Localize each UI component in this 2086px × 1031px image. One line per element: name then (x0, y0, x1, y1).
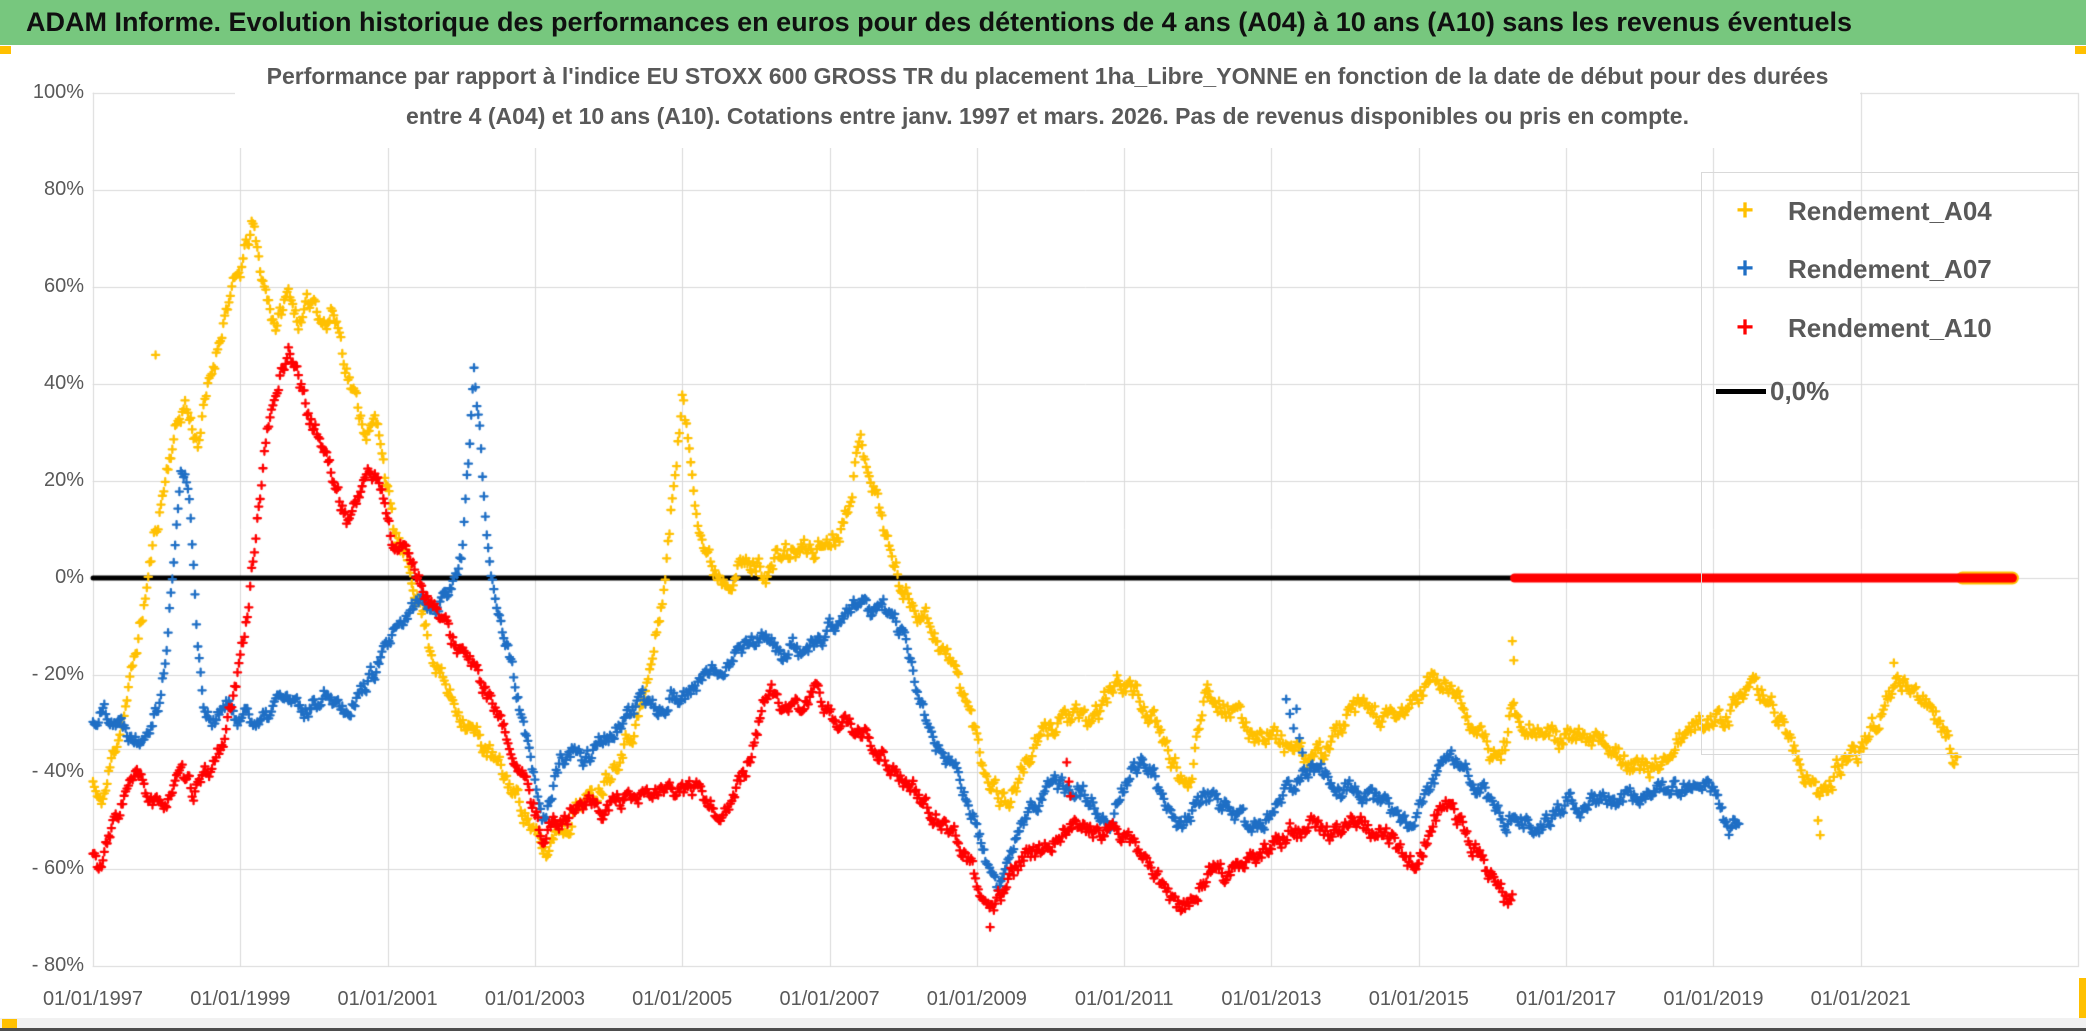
window-bottom-edge (0, 1028, 2086, 1031)
y-tick-label: 100% (32, 81, 84, 103)
y-tick-label: - 60% (31, 857, 84, 879)
x-tick-label: 01/01/2003 (484, 988, 585, 1010)
y-tick-label: 0% (55, 566, 84, 588)
y-tick-label: - 40% (31, 760, 84, 782)
x-tick-label: 01/01/2021 (1810, 988, 1911, 1010)
legend-label: Rendement_A10 (1788, 312, 1992, 343)
plus-marker-icon: + (1736, 311, 1754, 344)
plus-marker-icon: + (1736, 194, 1754, 227)
plus-marker-icon: + (1736, 252, 1754, 285)
y-tick-label: 40% (43, 372, 84, 394)
legend-label: Rendement_A07 (1788, 253, 1992, 284)
x-tick-label: 01/01/2019 (1663, 988, 1764, 1010)
y-tick-label: - 20% (31, 663, 84, 685)
x-tick-label: 01/01/2015 (1368, 988, 1469, 1010)
legend-label: Rendement_A04 (1788, 195, 1992, 226)
y-tick-label: 60% (43, 275, 84, 297)
chart-legend: + Rendement_A04 + Rendement_A07 + Rendem… (1701, 172, 2079, 755)
chart-subtitle-line2: entre 4 (A04) et 10 ans (A10). Cotations… (406, 103, 1689, 129)
x-tick-label: 01/01/2009 (926, 988, 1027, 1010)
x-tick-label: 01/01/2017 (1516, 988, 1617, 1010)
chart-subtitle-line1: Performance par rapport à l'indice EU ST… (266, 63, 1829, 89)
x-tick-label: 01/01/2005 (632, 988, 733, 1010)
x-tick-label: 01/01/2013 (1221, 988, 1322, 1010)
x-tick-label: 01/01/1999 (190, 988, 291, 1010)
black-line-icon (1716, 388, 1766, 394)
x-tick-label: 01/01/2007 (779, 988, 880, 1010)
legend-item-rendement-a10: + Rendement_A10 (1702, 308, 2078, 348)
accent-right-edge (2079, 978, 2086, 1018)
y-tick-label: - 80% (31, 954, 84, 976)
x-tick-label: 01/01/2001 (337, 988, 438, 1010)
y-tick-label: 20% (43, 469, 84, 491)
legend-item-zero-line: 0,0% (1702, 371, 2078, 411)
bottom-scroll-strip (0, 1018, 2086, 1028)
x-tick-label: 01/01/1997 (42, 988, 144, 1010)
x-tick-label: 01/01/2011 (1074, 988, 1174, 1010)
legend-item-rendement-a04: + Rendement_A04 (1702, 191, 2078, 231)
legend-item-rendement-a07: + Rendement_A07 (1702, 249, 2078, 289)
y-tick-label: 80% (43, 178, 84, 200)
legend-label: 0,0% (1770, 375, 1830, 406)
chart-subtitle: Performance par rapport à l'indice EU ST… (235, 56, 1860, 148)
accent-bottom-left (2, 1019, 17, 1028)
